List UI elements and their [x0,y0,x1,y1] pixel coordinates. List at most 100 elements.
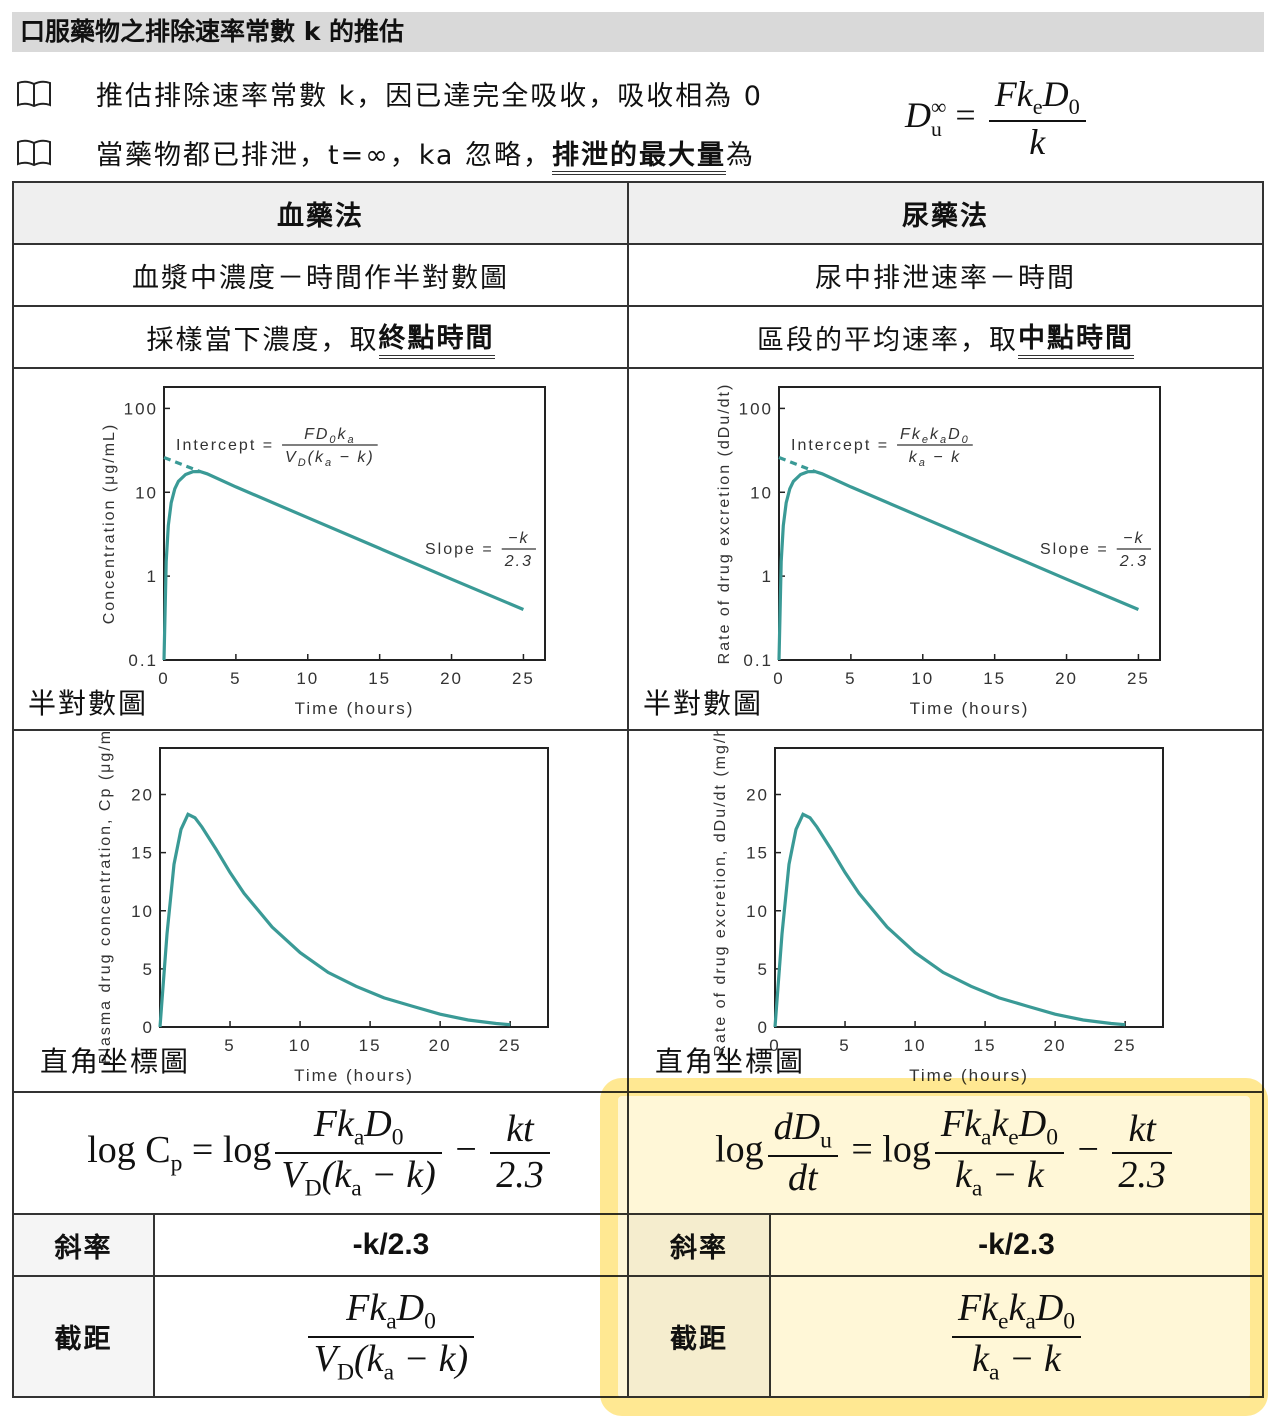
x-tick-label: 20 [440,669,463,688]
slope-numerator: −k [508,530,529,547]
formula-cell: log dDu dt = log FkakeD0 ka − k − kt 2.3 [629,1093,1264,1215]
denominator: ka − k [935,1154,1064,1203]
denominator: dt [768,1157,838,1201]
numerator: FkaD0 [307,1286,475,1338]
data-line [773,812,1126,1028]
label-cell: 截距 [14,1277,155,1398]
symbol-base: D [905,94,931,135]
formula-text: log C [87,1128,171,1171]
chart-caption: 直角坐標圖 [40,1045,190,1078]
formula-text: k [991,1103,1009,1146]
chart-cell: 0 5 10 15 20 25 0 5 10 15 20 Time (hours) Rate of dr… [629,731,1264,1093]
x-tick-label: 0 [158,669,169,688]
annotation-text: k [338,426,348,443]
x-axis-label: Time (hours) [909,1066,1029,1085]
value-cell: -k/2.3 [155,1215,629,1277]
y-axis-label: Concentration (μg/mL) [101,423,118,625]
intercept-formula: FkekaD0 ka − k [948,1287,1085,1386]
data-line [158,812,511,1028]
formula-text: k [1008,1286,1026,1329]
formula-text: D [396,1286,425,1329]
slope-value: -k/2.3 [978,1228,1055,1261]
numerator: dDu [767,1106,838,1157]
x-tick-label: 10 [296,669,319,688]
sampling-text: 採樣當下濃度，取 [146,324,379,356]
x-tick-label: 10 [289,1036,312,1055]
x-tick-label: 15 [983,669,1006,688]
x-tick-label: 20 [1044,1036,1067,1055]
x-tick-label: 10 [911,669,934,688]
slope-denominator: 2.3 [1119,553,1148,570]
annotation-text: − k) [333,449,375,466]
chart-caption: 半對數圖 [28,687,148,720]
formula-text: a [1025,1308,1036,1335]
data-line [777,469,1140,661]
formula-text: = log [841,1128,931,1171]
y-tick-label: 0 [143,1018,154,1037]
symbol: D ∞ u [905,94,946,139]
formula-text: log [715,1128,764,1171]
label-cell: 斜率 [629,1215,771,1277]
y-tick-label: 15 [131,844,154,863]
formula-text: Fk [346,1286,387,1329]
formula-text: Fk [957,1286,999,1329]
x-tick-label: 0 [773,669,784,688]
formula-text: (k [354,1337,384,1380]
plot-frame [778,386,1161,661]
annotation-text: k [909,449,919,466]
x-tick-label: 5 [224,1036,235,1055]
x-tick-label: 20 [429,1036,452,1055]
slope-label: Slope = [1040,541,1109,558]
formula-part: − [1068,1129,1108,1171]
denominator: VD(ka − k) [308,1338,474,1387]
formula-text: Fk [940,1103,981,1146]
label-cell: 截距 [629,1277,771,1398]
max-formula: D ∞ u = FkeD0 k [905,74,1090,163]
formula-text: a [353,1124,365,1151]
intercept-label: Intercept = [791,437,889,454]
intercept-label: Intercept = [176,437,274,454]
formula-text: D [337,1359,355,1386]
fraction: FkaD0 VD(ka − k) [307,1286,475,1387]
formula-text: D [304,1175,322,1202]
annotation-text: Fk [900,426,922,443]
chart: 0 5 10 15 20 25 0.1 1 10 100 Time (hours) Rate of d… [643,383,1161,720]
formula: log dDu dt = log FkakeD0 ka − k − kt 2.3 [715,1103,1176,1202]
y-tick-label: 10 [750,483,773,502]
formula-text: k [955,1154,972,1196]
bullet: 推估排除速率常數 k，因已達完全吸收，吸收相為 0 [16,74,763,113]
fraction: FkeD0 k [988,74,1086,163]
formula-text: dt [787,1156,818,1199]
chart: 0 5 10 15 20 25 0 5 10 15 20 Time (hours) Rate of dr… [655,731,1164,1085]
denominator: 2.3 [490,1154,550,1198]
x-tick-label: 5 [845,669,856,688]
annotation-text: 2.3 [1119,553,1148,570]
value-cell: -k/2.3 [771,1215,1264,1277]
fraction: FkaD0 VD(ka − k) [275,1103,442,1202]
y-axis-label: Rate of drug excretion, dDu/dt (mg/h) [712,731,729,1057]
y-axis-label: Rate of drug excretion (dDu/dt) [716,383,733,665]
value-cell: FkaD0 VD(ka − k) [155,1277,629,1398]
numerator: FkekaD0 [951,1286,1082,1338]
bullet-text: 推估排除速率常數 k，因已達完全吸收，吸收相為 0 [96,74,763,113]
formula-text: − k [982,1154,1044,1196]
sampling-text: 中點時間 [1018,316,1134,359]
sampling-text: 區段的平均速率，取 [757,324,1018,356]
formula-text: 0 [1068,94,1080,120]
annotation-text: (k [308,449,325,466]
intercept-label: 截距 [670,1324,728,1355]
x-tick-label: 15 [368,669,391,688]
y-tick-label: 20 [131,786,154,805]
y-tick-label: 10 [746,902,769,921]
formula-text: (k [321,1154,352,1196]
slope-label: Slope = [425,541,494,558]
bullet: 當藥物都已排泄，t=∞，ka 忽略，排泄的最大量為 [16,133,755,175]
extrapolation-line [163,456,201,473]
fraction: FkekaD0 ka − k [951,1286,1082,1387]
bullet-part: 排泄的最大量 [552,140,726,175]
x-tick-label: 25 [1127,669,1150,688]
slope-denominator: 2.3 [504,553,533,570]
denominator: ka − k [952,1338,1081,1387]
formula-text: kt [506,1108,534,1151]
plot-frame [774,747,1164,1028]
